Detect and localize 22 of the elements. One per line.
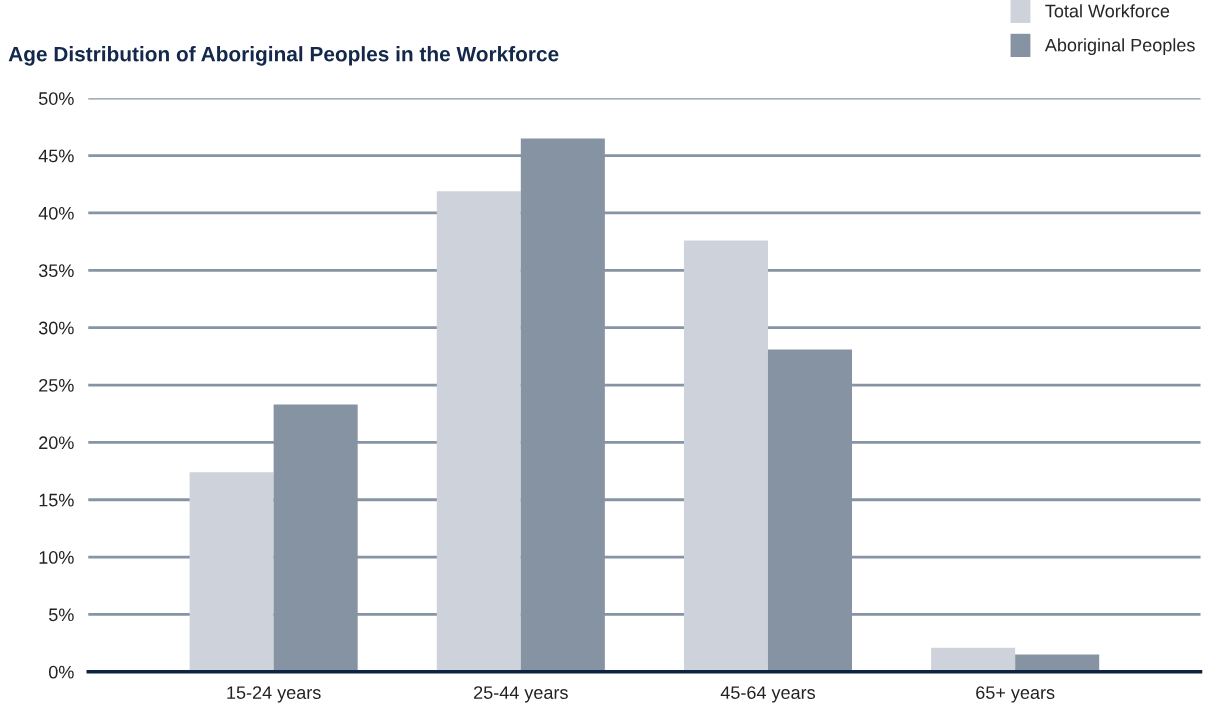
legend-label: Aboriginal Peoples [1044, 38, 1195, 56]
y-tick-label: 35% [38, 264, 74, 278]
x-tick-label: 15-24 years [227, 686, 321, 703]
chart-title: Age Distribution of Aboriginal Peoples in the Workforce [8, 46, 559, 66]
x-tick-label: 65+ years [976, 686, 1055, 703]
bar [189, 472, 274, 672]
y-tick-label: 40% [38, 206, 74, 220]
y-tick-label: 10% [39, 551, 74, 564]
bar [683, 240, 768, 672]
y-tick-label: 15% [39, 493, 74, 507]
x-tick-label: 25-44 years [474, 686, 568, 703]
y-tick-label: 0% [48, 665, 74, 679]
legend-label: Total Workforce [1045, 4, 1170, 18]
x-tick-label: 45-64 years [720, 686, 816, 703]
bar [931, 647, 1016, 672]
bar [436, 191, 521, 672]
y-tick-label: 30% [38, 321, 74, 335]
y-tick-label: 25% [39, 378, 74, 392]
y-tick-label: 45% [38, 149, 74, 163]
y-tick-label: 5% [48, 608, 74, 622]
y-tick-label: 20% [39, 436, 74, 450]
y-tick-label: 50% [38, 92, 74, 105]
